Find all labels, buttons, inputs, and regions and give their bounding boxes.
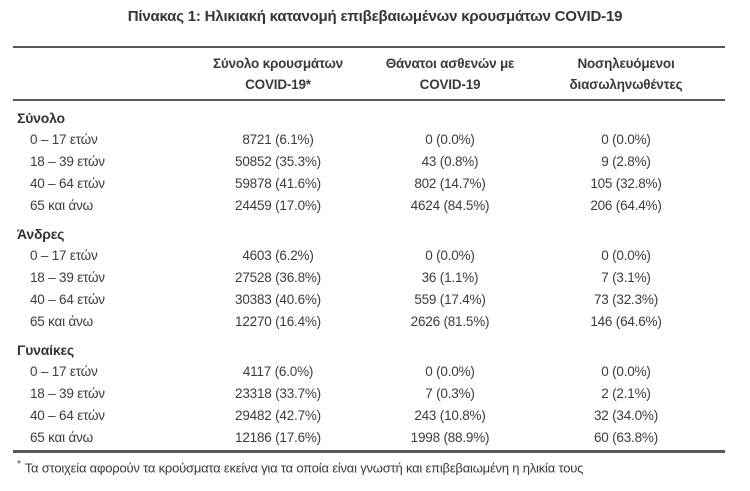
column-header-cases-line1: Σύνολο κρουσμάτων [213,56,343,71]
table-row: 18 – 39 ετών 27528 (36.8%) 36 (1.1%) 7 (… [13,267,725,289]
cases-cell: 30383 (40.6%) [235,292,321,307]
deaths-cell: 2626 (81.5%) [410,314,490,329]
column-header-cases: Σύνολο κρουσμάτων COVID-19* [183,53,373,95]
footnote-marker: * [17,459,21,470]
deaths-cell: 0 (0.0%) [425,248,475,263]
section-label: Γυναίκες [17,342,74,358]
deaths-cell: 0 (0.0%) [425,132,475,147]
intubated-cell: 32 (34.0%) [593,408,659,423]
deaths-cell: 802 (14.7%) [414,176,486,191]
age-label: 18 – 39 ετών [30,154,105,169]
column-header-intubated: Νοσηλευόμενοι διασωληνωθέντες [527,53,725,95]
table-header-row: Σύνολο κρουσμάτων COVID-19* Θάνατοι ασθε… [13,48,725,101]
age-label: 65 και άνω [30,198,94,213]
intubated-cell: 0 (0.0%) [601,364,651,379]
page-title: Πίνακας 1: Ηλικιακή κατανομή επιβεβαιωμέ… [127,8,623,25]
column-header-deaths-line1: Θάνατοι ασθενών με [385,56,515,71]
cases-cell: 8721 (6.1%) [242,132,314,147]
intubated-cell: 105 (32.8%) [590,176,662,191]
table-row: 0 – 17 ετών 4603 (6.2%) 0 (0.0%) 0 (0.0%… [13,245,725,267]
table-row: 0 – 17 ετών 8721 (6.1%) 0 (0.0%) 0 (0.0%… [13,129,725,151]
column-header-deaths: Θάνατοι ασθενών με COVID-19 [373,53,527,95]
section-women: Γυναίκες 0 – 17 ετών 4117 (6.0%) 0 (0.0%… [13,333,725,449]
table-footnote: * Τα στοιχεία αφορούν τα κρούσματα εκείνα… [13,453,725,477]
cases-cell: 29482 (42.7%) [235,408,321,423]
age-distribution-table: Σύνολο κρουσμάτων COVID-19* Θάνατοι ασθε… [13,46,725,477]
intubated-cell: 0 (0.0%) [601,132,651,147]
deaths-cell: 243 (10.8%) [414,408,486,423]
deaths-cell: 43 (0.8%) [421,154,479,169]
column-header-intubated-line2: διασωληνωθέντες [569,77,683,92]
age-label: 40 – 64 ετών [30,408,105,423]
deaths-cell: 4624 (84.5%) [410,198,490,213]
table-row: 40 – 64 ετών 29482 (42.7%) 243 (10.8%) 3… [13,405,725,427]
table-row: 40 – 64 ετών 30383 (40.6%) 559 (17.4%) 7… [13,289,725,311]
section-total: Σύνολο 0 – 17 ετών 8721 (6.1%) 0 (0.0%) … [13,101,725,217]
column-header-deaths-line2: COVID-19 [419,77,481,92]
intubated-cell: 0 (0.0%) [601,248,651,263]
cases-cell: 12270 (16.4%) [235,314,321,329]
deaths-cell: 0 (0.0%) [425,364,475,379]
cases-cell: 50852 (35.3%) [235,154,321,169]
cases-cell: 59878 (41.6%) [235,176,321,191]
intubated-cell: 73 (32.3%) [593,292,659,307]
cases-cell: 27528 (36.8%) [235,270,321,285]
table-row: 40 – 64 ετών 59878 (41.6%) 802 (14.7%) 1… [13,173,725,195]
age-label: 0 – 17 ετών [30,364,98,379]
age-label: 65 και άνω [30,314,94,329]
cases-cell: 4117 (6.0%) [242,364,314,379]
age-label: 40 – 64 ετών [30,176,105,191]
age-label: 65 και άνω [30,430,94,445]
table-row: 65 και άνω 24459 (17.0%) 4624 (84.5%) 20… [13,195,725,217]
intubated-cell: 2 (2.1%) [601,386,651,401]
table-row: 0 – 17 ετών 4117 (6.0%) 0 (0.0%) 0 (0.0%… [13,361,725,383]
deaths-cell: 7 (0.3%) [425,386,475,401]
intubated-cell: 7 (3.1%) [601,270,651,285]
age-label: 18 – 39 ετών [30,270,105,285]
table-row: 18 – 39 ετών 50852 (35.3%) 43 (0.8%) 9 (… [13,151,725,173]
cases-cell: 12186 (17.6%) [235,430,321,445]
section-label: Σύνολο [17,110,65,126]
footnote-text: Τα στοιχεία αφορούν τα κρούσματα εκείνα … [24,460,584,476]
deaths-cell: 1998 (88.9%) [410,430,490,445]
table-row: 65 και άνω 12270 (16.4%) 2626 (81.5%) 14… [13,311,725,333]
intubated-cell: 9 (2.8%) [601,154,651,169]
table-row: 18 – 39 ετών 23318 (33.7%) 7 (0.3%) 2 (2… [13,383,725,405]
column-header-intubated-line1: Νοσηλευόμενοι [577,56,675,71]
table-body: Σύνολο 0 – 17 ετών 8721 (6.1%) 0 (0.0%) … [13,101,725,453]
deaths-cell: 36 (1.1%) [421,270,479,285]
section-label: Άνδρες [17,226,65,242]
cases-cell: 23318 (33.7%) [235,386,321,401]
age-label: 18 – 39 ετών [30,386,105,401]
age-label: 0 – 17 ετών [30,132,98,147]
column-header-cases-line2: COVID-19* [245,77,311,92]
intubated-cell: 206 (64.4%) [590,198,662,213]
deaths-cell: 559 (17.4%) [414,292,486,307]
cases-cell: 4603 (6.2%) [242,248,314,263]
cases-cell: 24459 (17.0%) [235,198,321,213]
intubated-cell: 146 (64.6%) [590,314,662,329]
intubated-cell: 60 (63.8%) [593,430,659,445]
age-label: 40 – 64 ετών [30,292,105,307]
age-label: 0 – 17 ετών [30,248,98,263]
table-row: 65 και άνω 12186 (17.6%) 1998 (88.9%) 60… [13,427,725,449]
section-men: Άνδρες 0 – 17 ετών 4603 (6.2%) 0 (0.0%) … [13,217,725,333]
